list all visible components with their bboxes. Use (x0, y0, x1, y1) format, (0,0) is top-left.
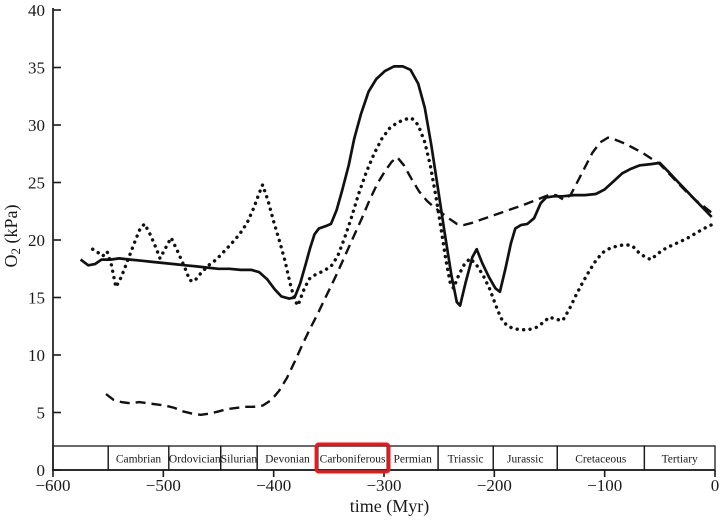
y-tick-label: 30 (28, 116, 45, 135)
x-tick-label: −200 (477, 476, 512, 495)
y-axis-title: O2 (kPa) (1, 205, 23, 268)
x-tick-label: −400 (256, 476, 291, 495)
period-cell (52, 445, 109, 471)
dotted-line-series (91, 116, 716, 332)
x-tick-label: −500 (146, 476, 181, 495)
carboniferous-highlight-box (314, 442, 391, 474)
y-tick-label: 20 (28, 231, 45, 250)
y-tick-label: 0 (37, 461, 46, 480)
period-label: Devonian (265, 454, 310, 466)
x-tick-label: −300 (366, 476, 401, 495)
solid-line-series (79, 65, 713, 307)
dashed-line-series (105, 136, 714, 416)
period-label: Tertiary (662, 454, 698, 466)
y-tick-label: 15 (28, 289, 45, 308)
period-label: Ordovician (169, 454, 221, 466)
x-tick-label: −100 (587, 476, 622, 495)
period-label: Permian (394, 454, 433, 466)
y-tick-label: 40 (28, 1, 45, 20)
y-tick-label: 10 (28, 346, 45, 365)
period-label: Carboniferous (320, 454, 386, 466)
period-label: Cambrian (116, 454, 162, 466)
x-axis-title: time (Myr) (350, 496, 429, 517)
period-label: Jurassic (507, 454, 543, 466)
y-tick-label: 25 (28, 174, 45, 193)
period-label: Cretaceous (575, 454, 627, 466)
x-tick-label: 0 (711, 476, 720, 495)
period-label: Silurian (221, 454, 258, 466)
x-tick-label: −600 (35, 476, 70, 495)
y-tick-label: 5 (37, 404, 46, 423)
period-label: Triassic (448, 454, 484, 466)
period-cell (643, 445, 716, 471)
y-tick-label: 35 (28, 59, 45, 78)
